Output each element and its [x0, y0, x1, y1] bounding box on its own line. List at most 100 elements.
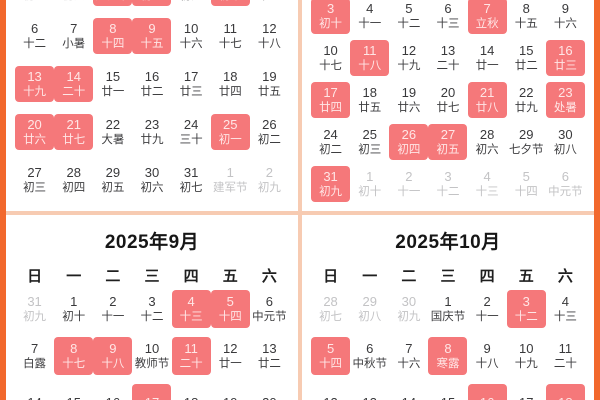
date-cell[interactable]: 14 — [15, 384, 54, 400]
date-cell[interactable]: 27 初三 — [15, 162, 54, 198]
date-cell[interactable]: 4 十三 — [171, 290, 211, 328]
date-cell[interactable]: 20 — [250, 384, 289, 400]
date-cell[interactable]: 3初九 — [172, 0, 211, 6]
date-cell[interactable]: 25 初一 — [210, 114, 250, 150]
date-cell[interactable]: 15 廿一 — [93, 66, 132, 102]
date-cell[interactable]: 16 — [93, 384, 132, 400]
date-cell[interactable]: 24 初二 — [311, 124, 350, 160]
date-cell[interactable]: 7 白露 — [15, 337, 54, 375]
date-cell[interactable]: 28 初四 — [54, 162, 93, 198]
date-cell[interactable]: 5 十四 — [507, 166, 546, 202]
date-cell[interactable]: 17 — [132, 384, 172, 400]
date-cell[interactable]: 17 — [507, 384, 546, 400]
date-cell[interactable]: 11 十八 — [350, 40, 390, 76]
date-cell[interactable]: 25 初三 — [350, 124, 389, 160]
date-cell[interactable]: 18 廿四 — [211, 66, 250, 102]
date-cell[interactable]: 16 廿三 — [545, 40, 585, 76]
date-cell[interactable]: 10 教师节 — [132, 337, 171, 375]
date-cell[interactable]: 10 十九 — [507, 337, 546, 375]
date-cell[interactable]: 30 初八 — [546, 124, 585, 160]
date-cell[interactable]: 2 十一 — [468, 290, 507, 328]
date-cell[interactable]: 12 十八 — [250, 18, 289, 54]
date-cell[interactable]: 11 十七 — [211, 18, 250, 54]
date-cell[interactable]: 31 初九 — [15, 290, 54, 328]
date-cell[interactable]: 4 十三 — [546, 290, 585, 328]
date-cell[interactable]: 18 — [172, 384, 211, 400]
date-cell[interactable]: 8 十七 — [54, 337, 94, 375]
date-cell[interactable]: 6 十二 — [15, 18, 54, 54]
date-cell[interactable]: 19 — [211, 384, 250, 400]
month-title[interactable]: 2025年9月 — [104, 232, 200, 253]
date-cell[interactable]: 5 十四 — [210, 290, 250, 328]
date-cell[interactable]: 12 十九 — [389, 40, 428, 76]
month-title[interactable]: 2025年10月 — [395, 232, 501, 253]
date-cell[interactable]: 5十一 — [250, 0, 289, 6]
date-cell[interactable]: 31 初七 — [172, 162, 211, 198]
date-cell[interactable]: 9 十八 — [93, 337, 133, 375]
date-cell[interactable]: 1 建军节 — [211, 162, 250, 198]
date-cell[interactable]: 9 十五 — [132, 18, 172, 54]
date-cell[interactable]: 11 二十 — [171, 337, 211, 375]
date-cell[interactable]: 2 十一 — [389, 166, 428, 202]
date-cell[interactable]: 22 大暑 — [93, 114, 132, 150]
date-cell[interactable]: 16 廿二 — [132, 66, 171, 102]
date-cell[interactable]: 4 十一 — [350, 0, 389, 34]
date-cell[interactable]: 3 十二 — [428, 166, 467, 202]
date-cell[interactable]: 27 初五 — [428, 124, 468, 160]
date-cell[interactable]: 1 国庆节 — [428, 290, 467, 328]
date-cell[interactable]: 8 十四 — [93, 18, 133, 54]
date-cell[interactable]: 1 初十 — [54, 290, 93, 328]
date-cell[interactable]: 19 廿六 — [389, 82, 428, 118]
date-cell[interactable]: 1建党节 — [93, 0, 133, 6]
date-cell[interactable]: 20 廿六 — [15, 114, 55, 150]
date-cell[interactable]: 8 寒露 — [428, 337, 468, 375]
date-cell[interactable]: 13 十九 — [15, 66, 55, 102]
date-cell[interactable]: 23 廿九 — [132, 114, 171, 150]
date-cell[interactable]: 12 廿一 — [211, 337, 250, 375]
date-cell[interactable]: 9 十六 — [546, 0, 585, 34]
date-cell[interactable]: 20 廿七 — [428, 82, 467, 118]
date-cell[interactable]: 7 小暑 — [54, 18, 93, 54]
date-cell[interactable]: 3 十二 — [132, 290, 171, 328]
date-cell[interactable]: 14 廿一 — [468, 40, 507, 76]
date-cell[interactable]: 2初八 — [132, 0, 172, 6]
date-cell[interactable]: 17 廿三 — [172, 66, 211, 102]
date-cell[interactable]: 13 廿二 — [250, 337, 289, 375]
date-cell[interactable]: 3 十二 — [506, 290, 546, 328]
date-cell[interactable]: 13 二十 — [428, 40, 467, 76]
date-cell[interactable]: 1 初十 — [350, 166, 389, 202]
date-cell[interactable]: 23 处暑 — [545, 82, 585, 118]
date-cell[interactable]: 2 初九 — [250, 162, 289, 198]
date-cell[interactable]: 29 七夕节 — [507, 124, 546, 160]
date-cell[interactable]: 5 十二 — [389, 0, 428, 34]
date-cell[interactable]: 6 十三 — [428, 0, 467, 34]
date-cell[interactable]: 28 初六 — [468, 124, 507, 160]
date-cell[interactable]: 22 廿九 — [507, 82, 546, 118]
date-cell[interactable]: 5 十四 — [311, 337, 351, 375]
date-cell[interactable]: 2 十一 — [93, 290, 132, 328]
date-cell[interactable]: 7 十六 — [389, 337, 428, 375]
date-cell[interactable]: 24 三十 — [172, 114, 211, 150]
date-cell[interactable]: 16 — [467, 384, 507, 400]
date-cell[interactable]: 4初十 — [210, 0, 250, 6]
date-cell[interactable]: 10 十六 — [172, 18, 211, 54]
date-cell[interactable]: 8 十五 — [507, 0, 546, 34]
date-cell[interactable]: 12 — [311, 384, 350, 400]
date-cell[interactable]: 11 二十 — [546, 337, 585, 375]
date-cell[interactable]: 26 初四 — [389, 124, 429, 160]
date-cell[interactable]: 28 初七 — [311, 290, 350, 328]
date-cell[interactable]: 9 十八 — [468, 337, 507, 375]
date-cell[interactable]: 6 中元节 — [250, 290, 289, 328]
date-cell[interactable]: 4 十三 — [468, 166, 507, 202]
date-cell[interactable]: 7 立秋 — [467, 0, 507, 34]
date-cell[interactable]: 15 — [428, 384, 467, 400]
date-cell[interactable]: 6 中秋节 — [350, 337, 389, 375]
date-cell[interactable]: 14 二十 — [54, 66, 94, 102]
date-cell[interactable]: 13 — [350, 384, 389, 400]
date-cell[interactable]: 15 — [54, 384, 93, 400]
date-cell[interactable]: 21 廿八 — [467, 82, 507, 118]
date-cell[interactable]: 6 中元节 — [546, 166, 585, 202]
